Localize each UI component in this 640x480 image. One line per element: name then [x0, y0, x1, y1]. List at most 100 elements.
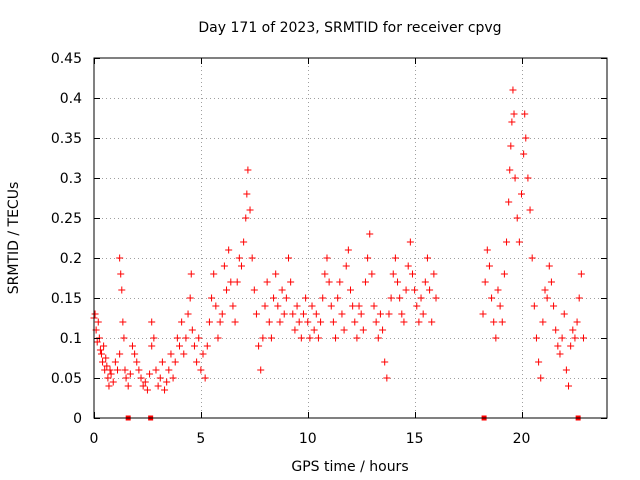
- y-tick-label: 0.05: [51, 371, 82, 387]
- data-point: [267, 334, 275, 342]
- data-point: [156, 374, 164, 382]
- data-point: [231, 318, 239, 326]
- data-point: [220, 262, 228, 270]
- data-point: [417, 294, 425, 302]
- data-point: [344, 246, 352, 254]
- data-point: [379, 326, 387, 334]
- data-point: [97, 350, 105, 358]
- data-point: [524, 174, 532, 182]
- data-point: [310, 326, 318, 334]
- data-point: [287, 278, 295, 286]
- data-point: [299, 310, 307, 318]
- data-point: [340, 326, 348, 334]
- data-point: [565, 382, 573, 390]
- data-point: [513, 214, 521, 222]
- data-point: [428, 318, 436, 326]
- data-point: [488, 294, 496, 302]
- data-point: [242, 214, 250, 222]
- y-tick-label: 0: [73, 411, 82, 427]
- y-tick-label: 0.45: [51, 51, 82, 67]
- axis-ticks: [94, 58, 607, 419]
- data-point: [304, 318, 312, 326]
- data-point: [535, 358, 543, 366]
- data-point: [376, 310, 384, 318]
- data-point: [306, 334, 314, 342]
- data-point: [567, 342, 575, 350]
- data-point: [426, 286, 434, 294]
- y-tick-label: 0.4: [60, 91, 82, 107]
- data-point: [312, 310, 320, 318]
- data-point: [176, 342, 183, 350]
- y-tick-label: 0.3: [60, 171, 82, 187]
- data-point: [485, 262, 493, 270]
- data-point: [107, 370, 115, 378]
- x-axis-label: GPS time / hours: [291, 459, 408, 475]
- data-point: [118, 286, 126, 294]
- data-point: [419, 310, 427, 318]
- data-point: [319, 294, 327, 302]
- data-point: [91, 310, 99, 318]
- data-point: [93, 338, 101, 346]
- data-point: [522, 134, 530, 142]
- data-point: [394, 278, 402, 286]
- data-point: [190, 342, 198, 350]
- chart-title: Day 171 of 2023, SRMTID for receiver cpv…: [198, 20, 501, 36]
- data-point: [545, 262, 553, 270]
- data-point: [355, 302, 363, 310]
- data-point: [250, 286, 258, 294]
- data-point: [106, 366, 114, 374]
- data-point: [210, 270, 218, 278]
- data-point: [400, 318, 408, 326]
- data-point: [184, 310, 192, 318]
- data-point: [116, 254, 124, 262]
- y-axis-label: SRMTID / TECUs: [6, 182, 22, 295]
- data-point: [387, 294, 395, 302]
- data-point: [122, 374, 130, 382]
- data-point: [186, 294, 194, 302]
- data-point: [96, 346, 104, 354]
- data-point: [325, 278, 333, 286]
- data-point: [347, 286, 354, 294]
- data-point: [541, 286, 549, 294]
- data-point: [237, 262, 245, 270]
- data-point: [291, 326, 299, 334]
- data-point: [248, 254, 256, 262]
- data-point: [579, 334, 587, 342]
- data-point: [203, 342, 211, 350]
- data-point: [214, 334, 222, 342]
- data-point: [359, 326, 367, 334]
- data-point: [124, 382, 132, 390]
- x-tick-label: 0: [90, 431, 99, 447]
- data-point: [571, 334, 579, 342]
- data-point: [411, 286, 419, 294]
- data-point: [415, 318, 423, 326]
- data-point: [308, 302, 316, 310]
- data-point: [173, 334, 181, 342]
- data-point: [255, 342, 263, 350]
- data-point: [539, 318, 547, 326]
- data-point: [126, 370, 134, 378]
- data-point: [259, 334, 267, 342]
- data-point: [100, 342, 108, 350]
- data-point: [171, 358, 179, 366]
- data-point: [515, 238, 523, 246]
- data-point: [152, 366, 160, 374]
- data-point: [117, 270, 125, 278]
- data-point: [353, 334, 361, 342]
- data-point: [252, 310, 260, 318]
- data-point: [361, 278, 369, 286]
- data-point: [385, 310, 393, 318]
- data-point: [547, 278, 555, 286]
- data-point: [223, 286, 231, 294]
- data-point: [141, 378, 149, 386]
- data-point: [507, 142, 515, 150]
- x-tick-label: 10: [299, 431, 317, 447]
- y-tick-label: 0.25: [51, 211, 82, 227]
- data-point: [556, 350, 564, 358]
- data-point: [357, 310, 365, 318]
- data-point: [302, 294, 310, 302]
- data-point: [528, 254, 536, 262]
- data-point: [500, 270, 508, 278]
- y-tick-label: 0.15: [51, 291, 82, 307]
- y-tick-label: 0.2: [60, 251, 82, 267]
